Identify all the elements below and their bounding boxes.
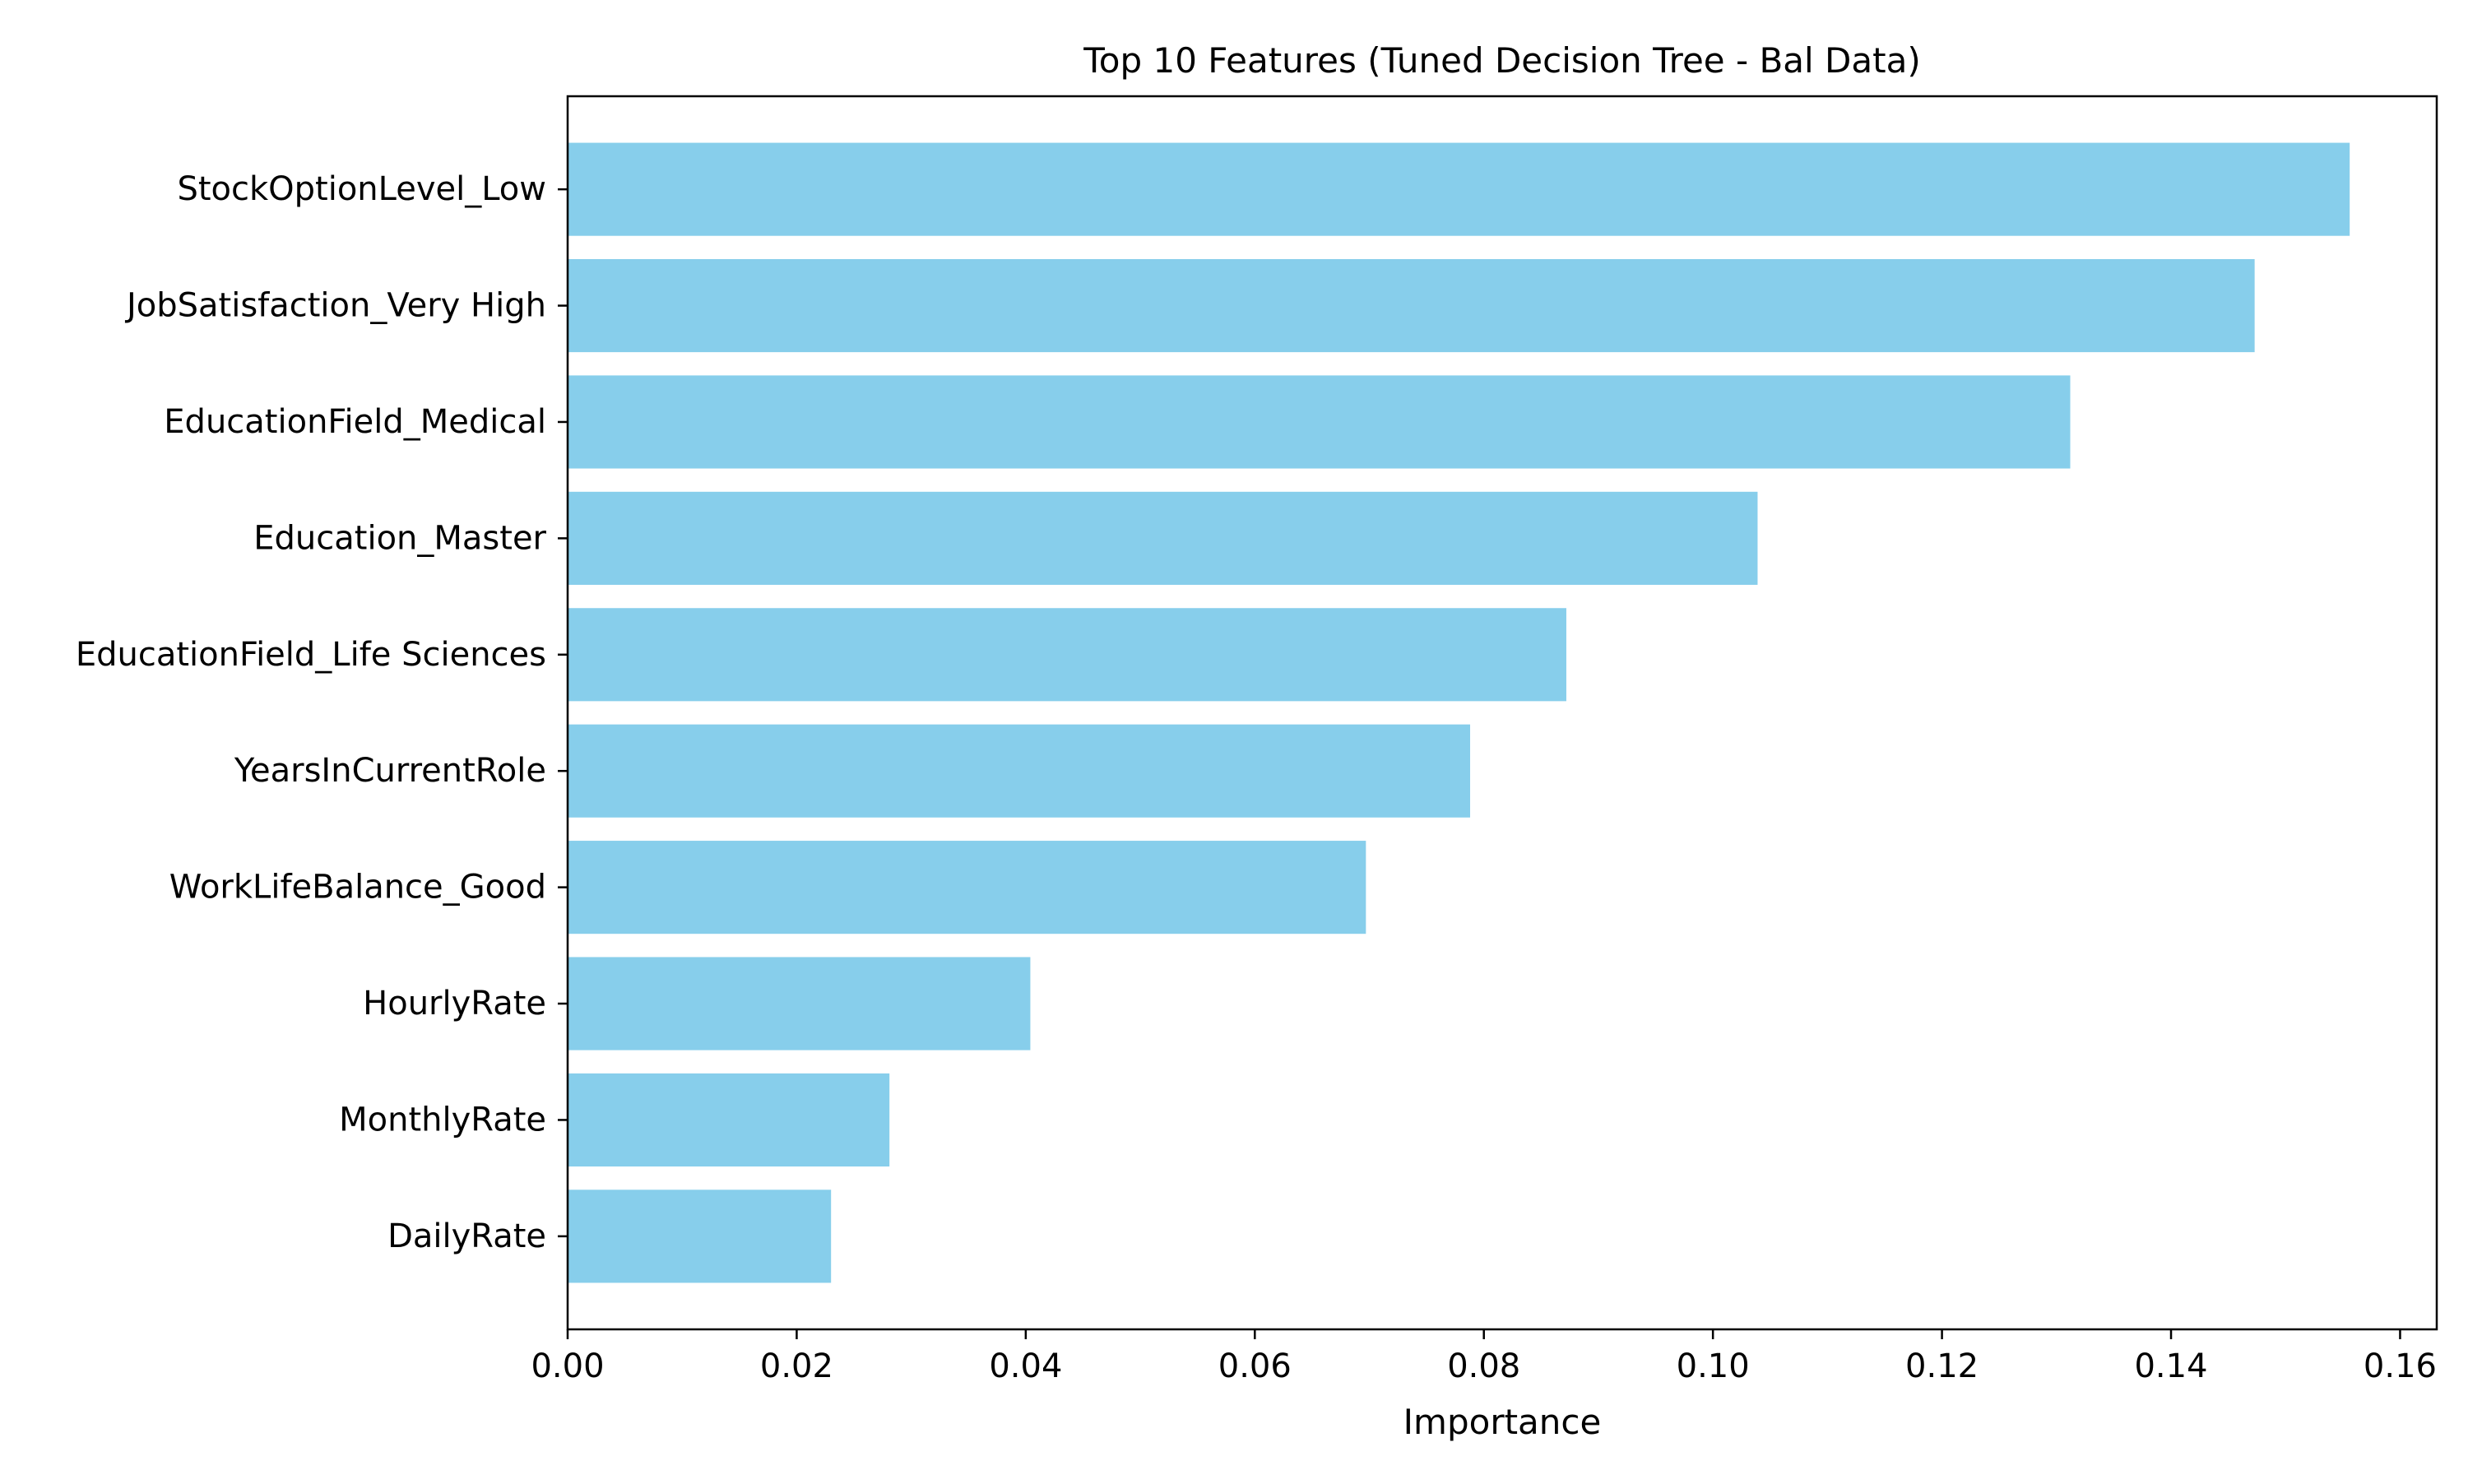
y-tick-label: Education_Master [253, 519, 546, 557]
bar [568, 608, 1566, 702]
x-tick-label: 0.00 [531, 1347, 604, 1385]
x-axis: 0.00 0.02 0.04 0.06 0.08 0.10 0.12 0.14 0.16 [531, 1329, 2437, 1385]
x-tick-label: 0.10 [1677, 1347, 1750, 1385]
y-tick-label: EducationField_Life Sciences [76, 636, 546, 674]
bar [568, 841, 1366, 934]
y-tick-label: EducationField_Medical [164, 403, 546, 441]
y-tick-label: WorkLifeBalance_Good [169, 869, 546, 907]
x-tick-label: 0.06 [1218, 1347, 1292, 1385]
bar [568, 1073, 890, 1167]
plot-frame [566, 95, 2438, 1331]
x-axis-label: Importance [1403, 1402, 1602, 1442]
y-tick-label: JobSatisfaction_Very High [124, 287, 546, 325]
x-tick-label: 0.02 [760, 1347, 833, 1385]
y-tick-label: YearsInCurrentRole [234, 752, 546, 790]
chart-title: Top 10 Features (Tuned Decision Tree - B… [1083, 40, 1920, 81]
bar [568, 375, 2071, 469]
y-tick-label: MonthlyRate [339, 1101, 546, 1139]
y-tick-label: DailyRate [387, 1217, 546, 1255]
x-tick-label: 0.12 [1905, 1347, 1979, 1385]
bar [568, 491, 1758, 585]
x-tick-label: 0.08 [1447, 1347, 1520, 1385]
x-tick-label: 0.16 [2364, 1347, 2437, 1385]
bar [568, 258, 2255, 353]
bar [568, 724, 1471, 818]
y-tick-label: StockOptionLevel_Low [177, 170, 546, 208]
bars-group [568, 142, 2350, 1283]
y-axis: StockOptionLevel_Low JobSatisfaction_Very… [76, 170, 568, 1255]
x-tick-label: 0.04 [989, 1347, 1062, 1385]
bar [568, 1190, 832, 1283]
bar [568, 957, 1031, 1050]
bar [568, 142, 2350, 236]
x-tick-label: 0.14 [2134, 1347, 2207, 1385]
y-tick-label: HourlyRate [363, 985, 546, 1023]
